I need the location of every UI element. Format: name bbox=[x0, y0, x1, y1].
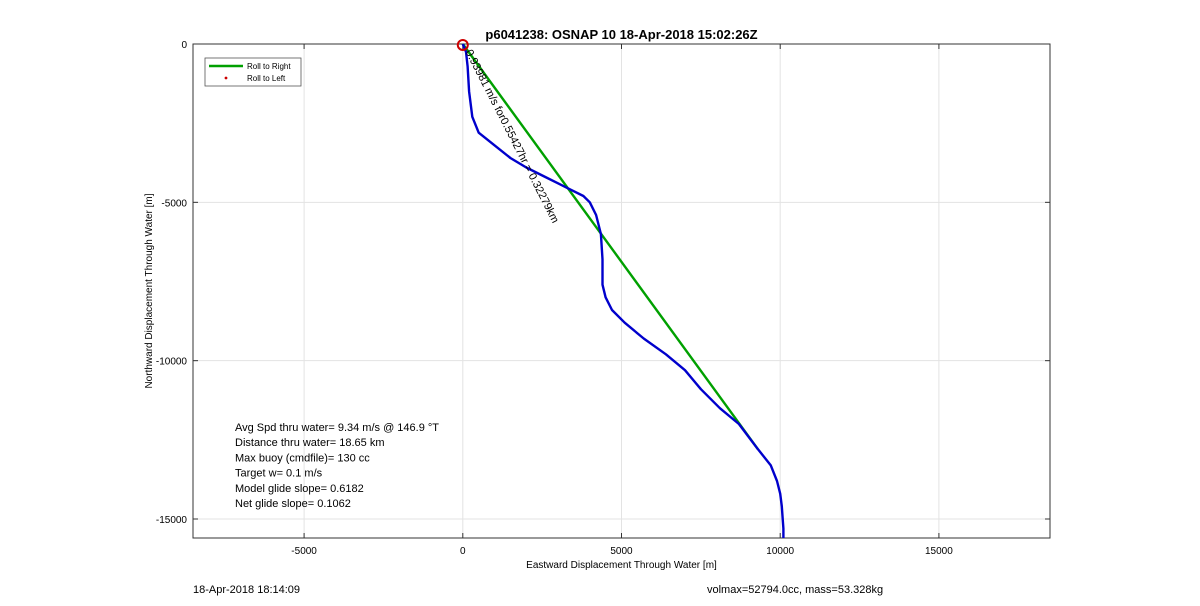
x-tick-label: 10000 bbox=[766, 546, 794, 557]
series-line-track bbox=[461, 43, 785, 538]
speed-annotation: 0.93981 m/s for0.55427hr = 0.32279km bbox=[463, 48, 561, 225]
x-tick-label: 5000 bbox=[610, 546, 633, 557]
x-tick-label: 15000 bbox=[925, 546, 953, 557]
legend-label: Roll to Right bbox=[247, 62, 291, 71]
footer-timestamp: 18-Apr-2018 18:14:09 bbox=[193, 584, 301, 596]
footer-volmax-mass: volmax=52794.0cc, mass=53.328kg bbox=[707, 584, 884, 596]
y-tick-label: -10000 bbox=[156, 357, 188, 368]
y-tick-label: -5000 bbox=[161, 198, 187, 209]
legend-box bbox=[204, 57, 302, 87]
chart-title: p6041238: OSNAP 10 18-Apr-2018 15:02:26Z bbox=[485, 27, 757, 42]
legend-label: Roll to Left bbox=[247, 74, 286, 83]
stats-line: Model glide slope= 0.6182 bbox=[235, 483, 364, 495]
ticks: -5000 0 5000 10000 15000 0 -5000 -10000 -15000 bbox=[156, 40, 1050, 557]
series-group bbox=[461, 43, 785, 538]
stats-line: Avg Spd thru water= 9.34 m/s @ 146.9 °T bbox=[235, 422, 439, 434]
x-tick-label: -5000 bbox=[291, 546, 317, 557]
stats-line: Distance thru water= 18.65 km bbox=[235, 437, 385, 449]
legend: Roll to Right Roll to Left bbox=[204, 57, 302, 87]
stats-line: Target w= 0.1 m/s bbox=[235, 468, 323, 480]
stats-text: Avg Spd thru water= 9.34 m/s @ 146.9 °T D… bbox=[235, 422, 439, 510]
start-marker bbox=[456, 38, 469, 51]
x-tick-label: 0 bbox=[460, 546, 466, 557]
y-axis-label: Northward Displacement Through Water [m] bbox=[144, 193, 155, 388]
x-axis-label: Eastward Displacement Through Water [m] bbox=[526, 560, 717, 571]
stats-line: Max buoy (cmdfile)= 130 cc bbox=[235, 452, 370, 464]
y-tick-label: -15000 bbox=[156, 515, 188, 526]
stats-line: Net glide slope= 0.1062 bbox=[235, 498, 351, 510]
markers-group bbox=[456, 38, 469, 51]
annotations-group: 0.93981 m/s for0.55427hr = 0.32279km bbox=[463, 48, 561, 225]
legend-swatch-dot bbox=[224, 76, 228, 80]
y-tick-label: 0 bbox=[181, 40, 187, 51]
series-line-roll-to-right bbox=[461, 43, 759, 451]
